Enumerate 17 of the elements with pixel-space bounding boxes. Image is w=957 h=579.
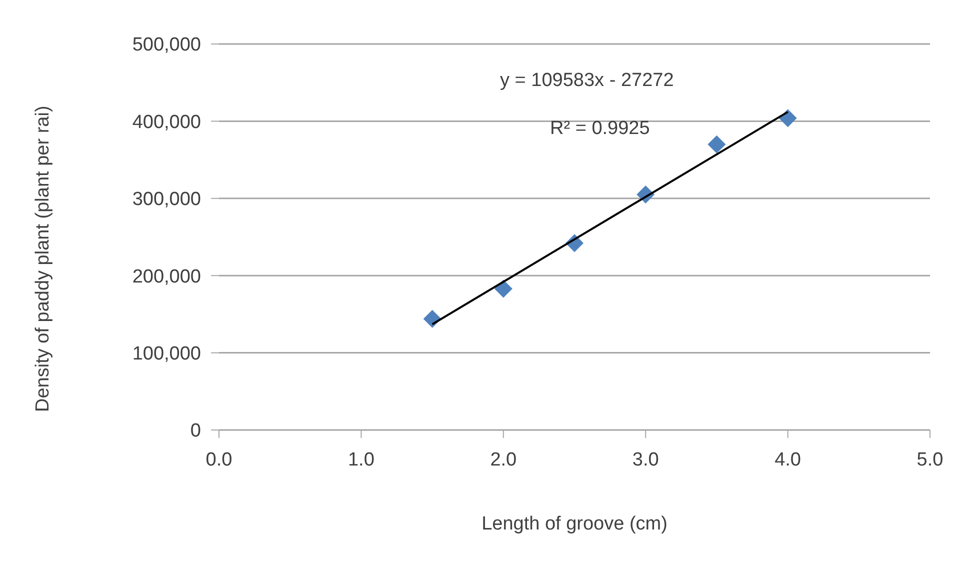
x-tick-label: 2.0 — [490, 449, 517, 470]
y-axis-title: Density of paddy plant (plant per rai) — [32, 106, 54, 412]
y-tick-label: 200,000 — [132, 266, 201, 288]
x-tick-label: 3.0 — [632, 449, 659, 470]
y-tick-label: 300,000 — [132, 189, 201, 210]
x-axis-title: Length of groove (cm) — [482, 513, 668, 534]
y-tick-label: 500,000 — [132, 34, 201, 56]
y-tick-label: 100,000 — [132, 344, 201, 365]
x-tick-label: 5.0 — [916, 449, 944, 470]
x-tick-label: 0.0 — [206, 449, 232, 470]
y-tick-label: 400,000 — [132, 112, 201, 133]
point — [708, 135, 726, 154]
x-tick-label: 1.0 — [348, 449, 374, 470]
annotation: R² = 0.9925 — [550, 118, 650, 140]
y-tick-label: 0 — [190, 420, 201, 442]
annotation: y = 109583x - 27272 — [500, 70, 674, 92]
x-tick-label: 4.0 — [774, 449, 802, 470]
